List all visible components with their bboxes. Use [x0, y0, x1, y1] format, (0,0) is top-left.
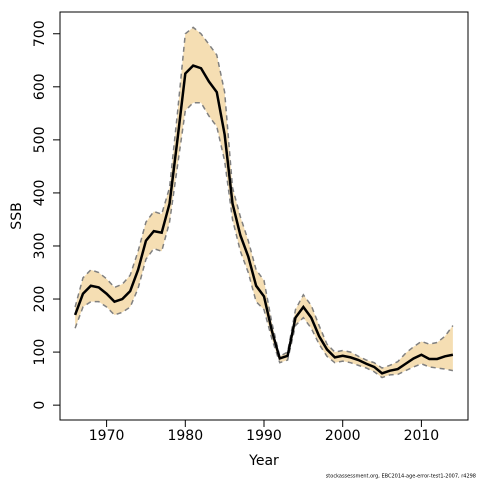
x-axis-label: Year	[248, 453, 279, 469]
y-tick-label: 600	[32, 73, 48, 100]
lower-bound	[74, 101, 454, 379]
ssb-line	[73, 64, 454, 375]
y-tick-label: 0	[32, 401, 48, 410]
y-tick-label: 300	[32, 233, 48, 260]
footnote: stockassessment.org, EBC2014-age-error-t…	[326, 474, 476, 480]
x-tick-label: 2000	[325, 428, 361, 444]
y-tick-label: 100	[32, 339, 48, 366]
x-tick-label: 1970	[89, 428, 125, 444]
upper-bound	[74, 26, 454, 369]
x-tick-label: 2010	[404, 428, 440, 444]
y-tick-label: 400	[32, 180, 48, 207]
confidence-band	[75, 27, 453, 378]
y-axis-label: SSB	[9, 202, 25, 229]
y-tick-label: 700	[32, 20, 48, 47]
y-tick-label: 200	[32, 286, 48, 313]
y-tick-label: 500	[32, 126, 48, 153]
x-tick-label: 1980	[167, 428, 203, 444]
x-tick-label: 1990	[246, 428, 282, 444]
